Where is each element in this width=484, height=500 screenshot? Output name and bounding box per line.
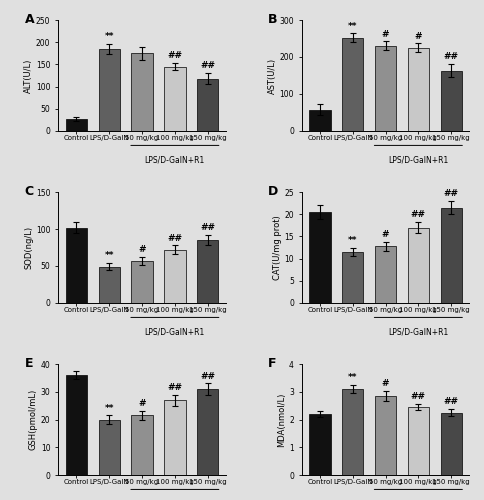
Text: **: **	[105, 252, 114, 260]
Bar	[164, 66, 185, 131]
Text: ##: ##	[200, 62, 215, 70]
Text: **: **	[105, 32, 114, 41]
Text: LPS/D-GalN+R1: LPS/D-GalN+R1	[145, 328, 205, 336]
Text: A: A	[25, 14, 34, 26]
Text: ##: ##	[411, 392, 426, 401]
Text: ##: ##	[167, 383, 182, 392]
Bar	[342, 252, 363, 303]
Text: #: #	[138, 400, 146, 408]
Bar	[375, 396, 396, 475]
Text: C: C	[25, 186, 33, 198]
Bar	[164, 250, 185, 303]
Y-axis label: GSH(pmol/mL): GSH(pmol/mL)	[29, 389, 38, 450]
Bar	[342, 38, 363, 131]
Text: #: #	[415, 32, 422, 40]
Bar	[99, 420, 120, 475]
Text: #: #	[382, 230, 389, 239]
Bar	[131, 54, 153, 131]
Text: **: **	[348, 373, 358, 382]
Bar	[440, 70, 462, 131]
Text: B: B	[268, 14, 277, 26]
Bar	[66, 228, 87, 303]
Bar	[408, 48, 429, 131]
Text: ##: ##	[444, 52, 459, 61]
Y-axis label: CAT(U/mg prot): CAT(U/mg prot)	[272, 215, 282, 280]
Y-axis label: SOD(ng/L): SOD(ng/L)	[24, 226, 33, 269]
Text: F: F	[268, 358, 276, 370]
Bar	[164, 400, 185, 475]
Text: #: #	[382, 379, 389, 388]
Bar	[131, 416, 153, 475]
Bar	[440, 208, 462, 303]
Y-axis label: ALT(U/L): ALT(U/L)	[24, 58, 33, 92]
Text: E: E	[25, 358, 33, 370]
Bar	[99, 49, 120, 131]
Text: ##: ##	[200, 223, 215, 232]
Text: D: D	[268, 186, 278, 198]
Bar	[66, 375, 87, 475]
Text: LPS/D-GalN+R1: LPS/D-GalN+R1	[388, 156, 449, 164]
Bar	[342, 389, 363, 475]
Text: LPS/D-GalN+R1: LPS/D-GalN+R1	[145, 156, 205, 164]
Text: **: **	[105, 404, 114, 412]
Bar	[131, 261, 153, 303]
Text: ##: ##	[444, 398, 459, 406]
Bar	[375, 246, 396, 303]
Bar	[309, 212, 331, 303]
Text: ##: ##	[411, 210, 426, 220]
Y-axis label: MDA(nmol/L): MDA(nmol/L)	[277, 392, 286, 446]
Bar	[408, 228, 429, 303]
Bar	[99, 266, 120, 303]
Bar	[375, 46, 396, 131]
Y-axis label: AST(U/L): AST(U/L)	[268, 58, 276, 94]
Text: **: **	[348, 236, 358, 244]
Text: LPS/D-GalN+R1: LPS/D-GalN+R1	[388, 328, 449, 336]
Bar	[440, 412, 462, 475]
Text: ##: ##	[167, 52, 182, 60]
Bar	[309, 110, 331, 131]
Text: ##: ##	[444, 189, 459, 198]
Bar	[408, 407, 429, 475]
Text: **: **	[348, 22, 358, 30]
Text: ##: ##	[200, 372, 215, 380]
Bar	[66, 119, 87, 131]
Bar	[197, 240, 218, 303]
Bar	[197, 389, 218, 475]
Bar	[309, 414, 331, 475]
Text: ##: ##	[167, 234, 182, 242]
Bar	[197, 78, 218, 131]
Text: #: #	[382, 30, 389, 38]
Text: #: #	[138, 246, 146, 254]
